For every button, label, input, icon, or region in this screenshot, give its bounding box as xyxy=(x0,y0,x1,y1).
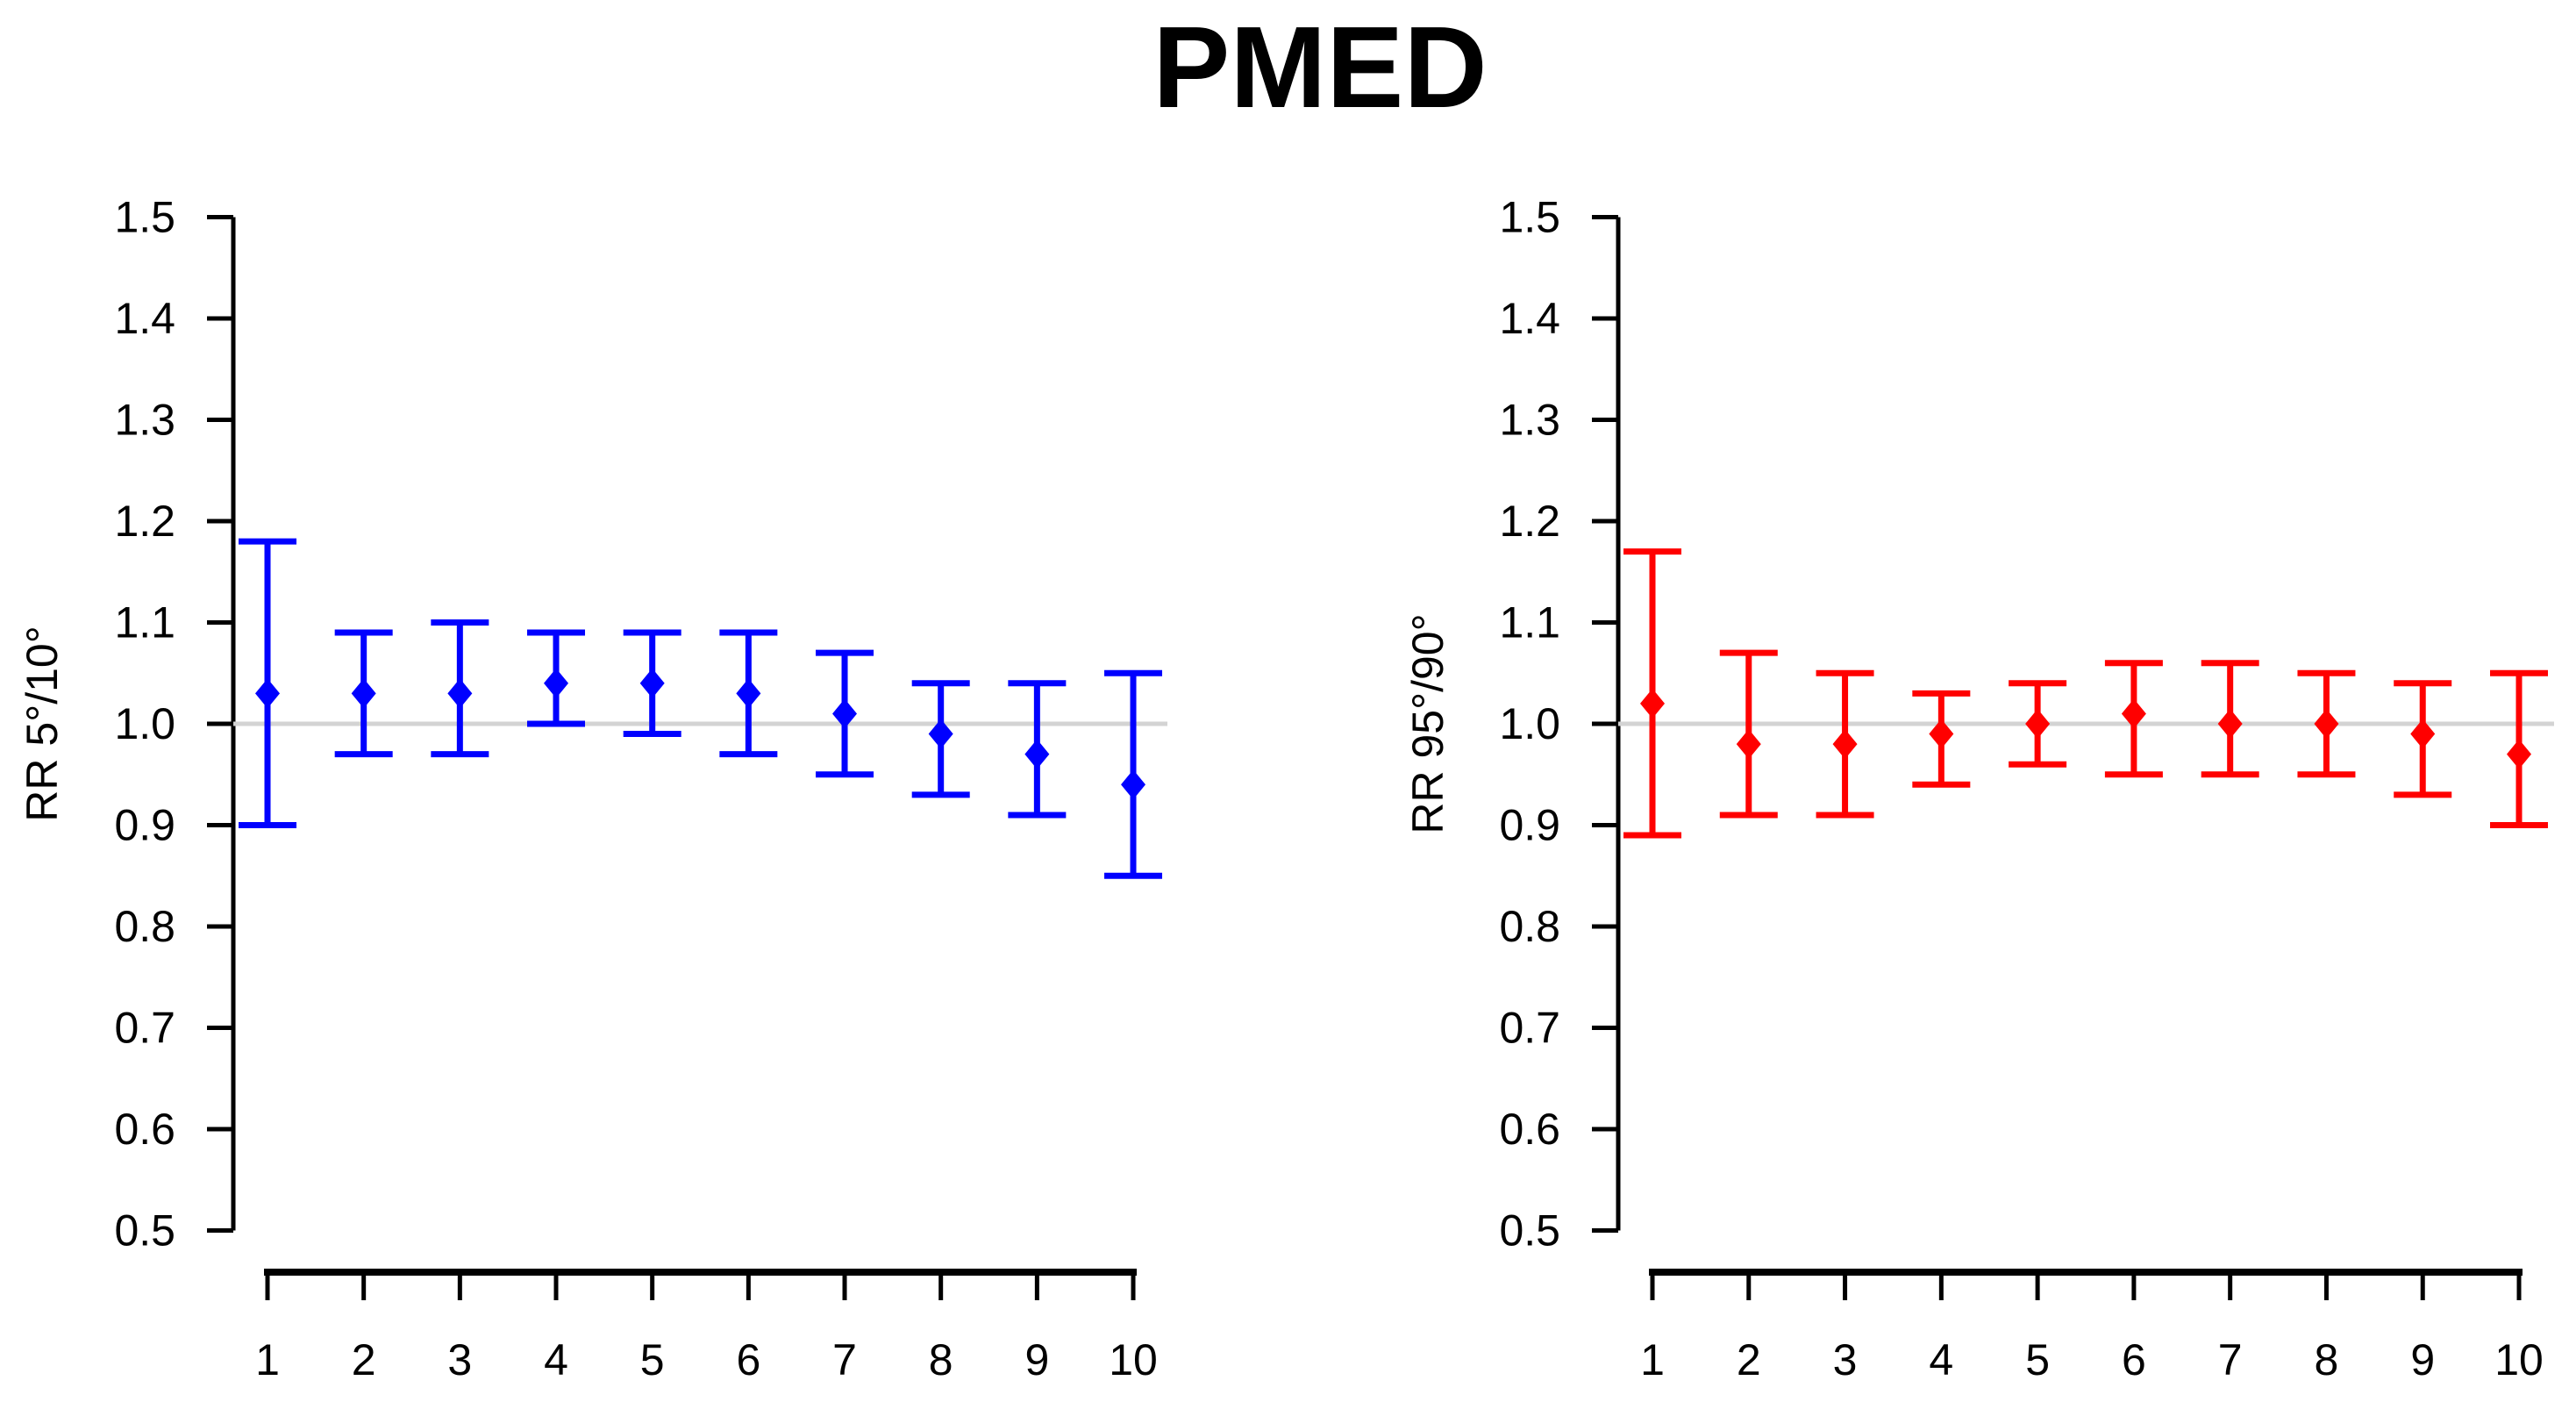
point-marker xyxy=(928,719,953,749)
y-tick-label: 1.1 xyxy=(1499,598,1560,647)
y-tick-label: 0.8 xyxy=(114,902,175,951)
y-axis-label: RR 95°/90° xyxy=(1403,613,1452,833)
point-marker xyxy=(1121,769,1146,800)
error-bar xyxy=(2490,669,2549,828)
y-tick-label: 0.6 xyxy=(114,1105,175,1154)
point-marker xyxy=(2217,709,2243,739)
y-tick-label: 1.3 xyxy=(114,396,175,445)
point-marker xyxy=(1736,729,1761,760)
point-marker xyxy=(639,668,665,698)
point-marker xyxy=(447,678,473,709)
x-tick-label: 4 xyxy=(1929,1335,1953,1384)
point-marker xyxy=(2507,739,2532,769)
x-tick-label: 6 xyxy=(736,1335,760,1384)
error-bar xyxy=(623,629,681,738)
x-tick-label: 5 xyxy=(640,1335,665,1384)
point-marker xyxy=(255,678,280,709)
error-bar xyxy=(816,649,874,778)
point-marker xyxy=(736,678,761,709)
x-tick-label: 1 xyxy=(1640,1335,1665,1384)
point-marker xyxy=(832,698,858,729)
x-tick-label: 1 xyxy=(255,1335,280,1384)
error-bar xyxy=(1816,669,1874,819)
x-tick-label: 5 xyxy=(2025,1335,2050,1384)
x-tick-label: 8 xyxy=(2315,1335,2339,1384)
error-bar xyxy=(2394,680,2452,798)
y-tick-label: 0.6 xyxy=(1499,1105,1560,1154)
y-tick-label: 1.0 xyxy=(1499,699,1560,748)
point-marker xyxy=(1929,719,1954,749)
y-tick-label: 0.5 xyxy=(114,1206,175,1255)
x-tick-label: 8 xyxy=(929,1335,953,1384)
error-bar xyxy=(431,619,489,758)
chart-title: PMED xyxy=(1152,3,1487,132)
error-bar xyxy=(911,680,970,798)
y-axis-label: RR 5°/10° xyxy=(18,626,67,821)
panel-right: 0.5 0.6 0.7 0.8 0.9 1.0 1.1 1.2 1.3 1.4 1.5 RR 95°/… xyxy=(1403,193,2554,1384)
x-tick-label: 7 xyxy=(832,1335,857,1384)
error-bar xyxy=(1912,690,1971,788)
x-tick-label: 10 xyxy=(1109,1335,1158,1384)
y-tick-label: 1.2 xyxy=(1499,497,1560,546)
y-tick-label: 0.9 xyxy=(1499,801,1560,850)
y-tick-label: 0.5 xyxy=(1499,1206,1560,1255)
x-tick-label: 3 xyxy=(1833,1335,1858,1384)
point-marker xyxy=(1640,688,1665,719)
y-tick-label: 1.4 xyxy=(1499,294,1560,343)
y-tick-label: 0.9 xyxy=(114,801,175,850)
error-bar xyxy=(719,629,778,758)
x-tick-label: 10 xyxy=(2494,1335,2544,1384)
y-tick-label: 1.0 xyxy=(114,699,175,748)
error-bar xyxy=(2297,669,2356,778)
point-marker xyxy=(2025,709,2051,739)
x-tick-label: 4 xyxy=(544,1335,568,1384)
point-marker xyxy=(544,668,569,698)
point-marker xyxy=(2314,709,2339,739)
x-tick-label: 9 xyxy=(2410,1335,2435,1384)
error-bar xyxy=(1104,669,1163,879)
x-tick-label: 2 xyxy=(1737,1335,1761,1384)
error-bar xyxy=(2104,660,2163,778)
error-bar xyxy=(1623,548,1681,839)
error-bar xyxy=(1008,680,1067,819)
error-bar xyxy=(2009,680,2067,768)
point-marker xyxy=(1024,739,1050,769)
x-tick-label: 7 xyxy=(2218,1335,2243,1384)
error-bar xyxy=(1719,649,1778,819)
y-tick-label: 1.5 xyxy=(114,193,175,242)
y-tick-label: 1.2 xyxy=(114,497,175,546)
panel-left: 0.5 0.6 0.7 0.8 0.9 1.0 1.1 1.2 1.3 1.4 1.5 RR 5°/1… xyxy=(18,193,1167,1384)
y-tick-label: 0.7 xyxy=(114,1004,175,1053)
x-tick-label: 6 xyxy=(2122,1335,2146,1384)
y-tick-label: 1.5 xyxy=(1499,193,1560,242)
x-tick-label: 2 xyxy=(352,1335,376,1384)
error-bar xyxy=(239,538,296,828)
point-marker xyxy=(351,678,376,709)
error-bar xyxy=(527,629,586,727)
y-tick-label: 1.4 xyxy=(114,294,175,343)
y-tick-label: 1.1 xyxy=(114,598,175,647)
point-marker xyxy=(2121,698,2146,729)
y-tick-label: 0.7 xyxy=(1499,1004,1560,1053)
error-bar xyxy=(334,629,393,758)
x-tick-label: 3 xyxy=(447,1335,472,1384)
y-tick-label: 0.8 xyxy=(1499,902,1560,951)
y-tick-label: 1.3 xyxy=(1499,396,1560,445)
error-bar xyxy=(2201,660,2259,778)
point-marker xyxy=(1832,729,1858,760)
x-tick-label: 9 xyxy=(1024,1335,1049,1384)
point-marker xyxy=(2410,719,2436,749)
